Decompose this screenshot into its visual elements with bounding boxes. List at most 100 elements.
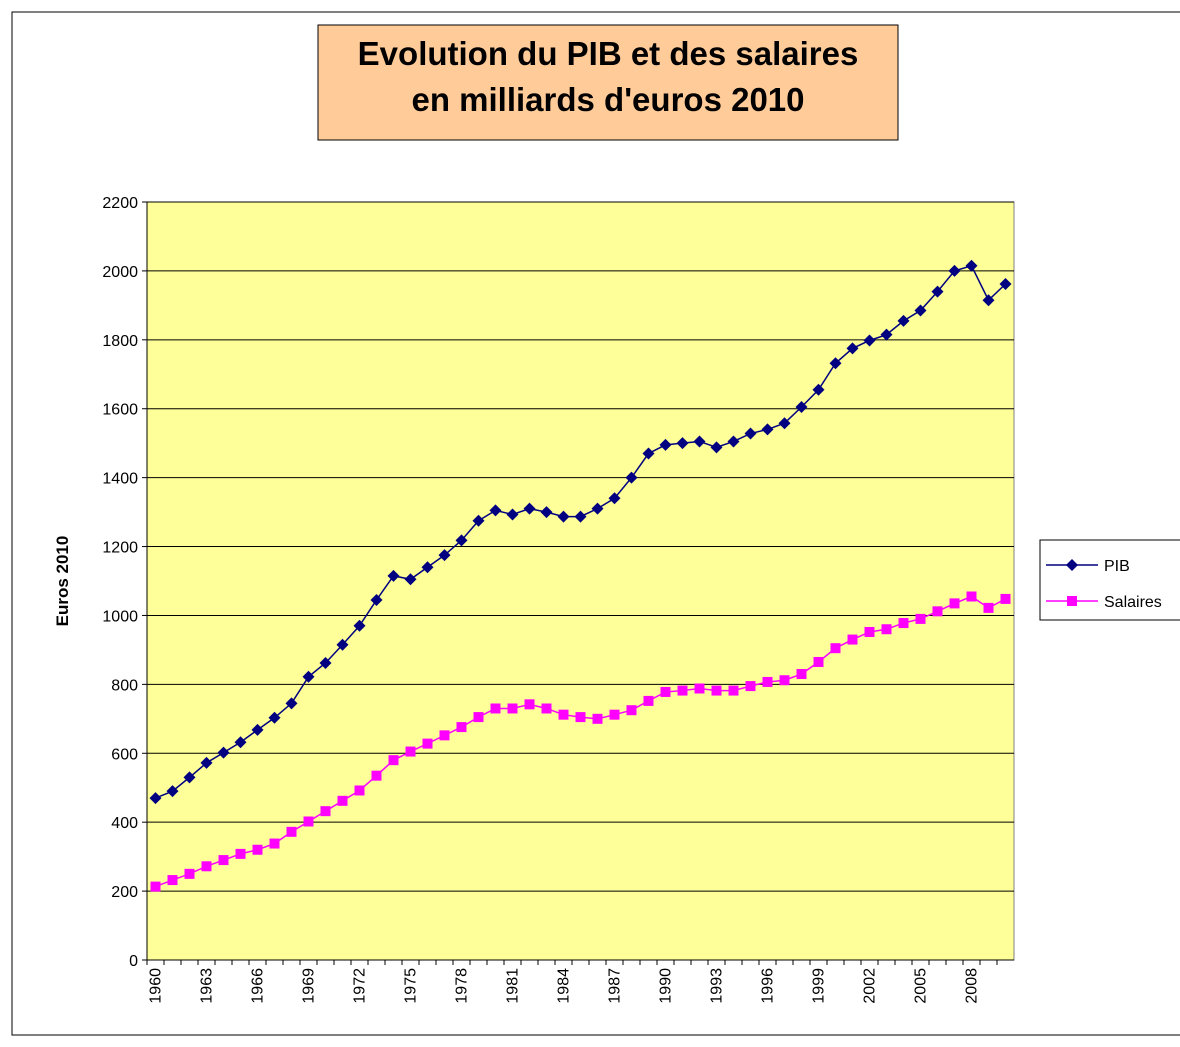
x-tick-label: 1987 <box>607 968 624 1004</box>
y-tick-label: 0 <box>129 953 138 970</box>
point <box>149 792 162 805</box>
point <box>932 606 943 617</box>
point <box>914 304 927 317</box>
point <box>404 573 417 586</box>
point <box>337 795 348 806</box>
point <box>574 510 587 523</box>
y-tick-label: 1400 <box>102 471 138 488</box>
point <box>387 569 400 582</box>
point <box>150 881 161 892</box>
point <box>830 643 841 654</box>
point <box>303 816 314 827</box>
point <box>422 738 433 749</box>
point <box>1066 559 1078 571</box>
point <box>931 285 944 298</box>
x-tick-label: 1960 <box>148 968 165 1004</box>
point <box>370 593 383 606</box>
point <box>235 848 246 859</box>
point <box>353 619 366 632</box>
y-tick-label: 2000 <box>102 264 138 281</box>
point <box>864 626 875 637</box>
point <box>251 723 264 736</box>
point <box>625 471 638 484</box>
point <box>319 657 332 670</box>
x-tick-label: 1978 <box>454 968 471 1004</box>
point <box>200 756 213 769</box>
point <box>677 685 688 696</box>
point <box>812 383 825 396</box>
title-box <box>317 24 899 141</box>
point <box>728 685 739 696</box>
point <box>166 785 179 798</box>
point <box>388 755 399 766</box>
y-tick-label: 800 <box>111 677 138 694</box>
point <box>252 844 263 855</box>
point <box>575 712 586 723</box>
point <box>455 534 468 547</box>
x-tick-label: 1993 <box>709 968 726 1004</box>
point <box>660 686 671 697</box>
point <box>846 342 859 355</box>
x-tick-label: 1966 <box>250 968 267 1004</box>
y-tick-label: 1000 <box>102 608 138 625</box>
point <box>439 730 450 741</box>
legend: PIB Salaires <box>1039 539 1180 621</box>
point <box>796 669 807 680</box>
point <box>626 705 637 716</box>
point <box>591 502 604 515</box>
point <box>507 703 518 714</box>
x-tick-label: 2008 <box>964 968 981 1004</box>
point <box>710 441 723 454</box>
x-tick-label: 1981 <box>505 968 522 1004</box>
point <box>524 699 535 710</box>
y-tick-label: 600 <box>111 746 138 763</box>
point <box>421 561 434 574</box>
point <box>898 618 909 629</box>
legend-box <box>1039 539 1180 621</box>
x-tick-label: 1999 <box>811 968 828 1004</box>
point <box>354 785 365 796</box>
point <box>1000 593 1011 604</box>
point <box>694 683 705 694</box>
x-tick-label: 2005 <box>913 968 930 1004</box>
point <box>642 447 655 460</box>
point <box>592 713 603 724</box>
x-tick-label: 1996 <box>760 968 777 1004</box>
point <box>217 746 230 759</box>
point <box>761 423 774 436</box>
point <box>711 685 722 696</box>
point <box>609 709 620 720</box>
point <box>999 278 1012 291</box>
point <box>643 695 654 706</box>
point <box>949 598 960 609</box>
point <box>473 712 484 723</box>
x-tick-label: 1984 <box>556 968 573 1004</box>
point <box>167 875 178 886</box>
point <box>659 438 672 451</box>
point <box>727 435 740 448</box>
x-tick-label: 1969 <box>301 968 318 1004</box>
point <box>1067 596 1077 606</box>
point <box>966 591 977 602</box>
point <box>829 357 842 370</box>
point <box>490 703 501 714</box>
x-tick-label: 1972 <box>352 968 369 1004</box>
point <box>744 427 757 440</box>
point <box>779 675 790 686</box>
point <box>778 417 791 430</box>
point <box>541 703 552 714</box>
point <box>745 681 756 692</box>
legend-label: PIB <box>1104 558 1130 575</box>
point <box>676 437 689 450</box>
point <box>489 504 502 517</box>
chart-title: en milliards d'euros 2010 <box>411 81 804 118</box>
point <box>201 861 212 872</box>
point <box>762 676 773 687</box>
x-tick-label: 2002 <box>862 968 879 1004</box>
point <box>269 838 280 849</box>
point <box>915 613 926 624</box>
y-tick-label: 200 <box>111 884 138 901</box>
point <box>880 328 893 341</box>
point <box>795 401 808 414</box>
point <box>557 510 570 523</box>
